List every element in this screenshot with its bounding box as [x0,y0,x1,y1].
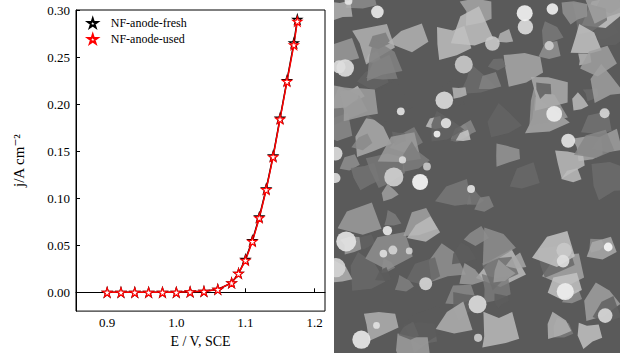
svg-text:E / V, SCE: E / V, SCE [170,334,230,349]
svg-text:0.10: 0.10 [47,191,70,206]
svg-text:0.20: 0.20 [47,97,70,112]
svg-text:0.15: 0.15 [47,144,70,159]
svg-text:NF-anode-used: NF-anode-used [111,32,185,46]
svg-text:1.1: 1.1 [237,315,253,330]
svg-text:0.05: 0.05 [47,238,70,253]
svg-text:1.2: 1.2 [307,315,323,330]
svg-text:NF-anode-fresh: NF-anode-fresh [111,16,187,30]
svg-text:j/A cm⁻²: j/A cm⁻² [11,134,27,188]
svg-text:0.9: 0.9 [99,315,115,330]
svg-text:1.0: 1.0 [168,315,184,330]
svg-text:0.25: 0.25 [47,50,70,65]
svg-text:0.00: 0.00 [47,285,70,300]
svg-text:0.30: 0.30 [47,3,70,18]
